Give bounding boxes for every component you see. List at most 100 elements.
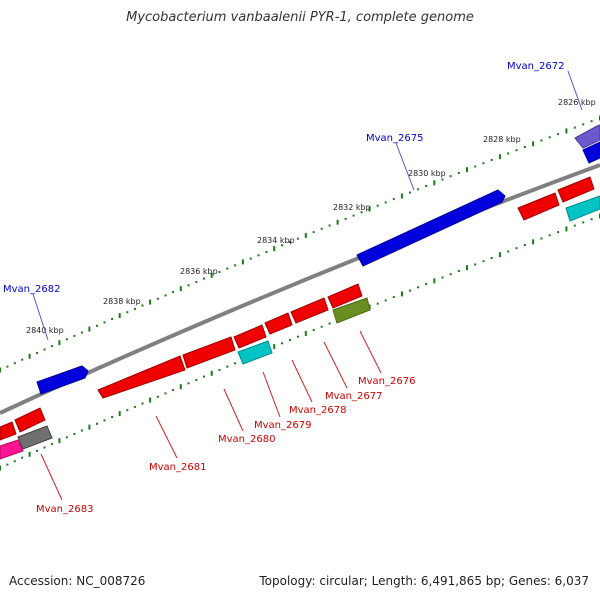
inner-tick-68 (532, 239, 535, 245)
inner-tick-65 (507, 250, 510, 253)
inner-tick-69 (540, 237, 543, 240)
outer-tick-68 (532, 141, 535, 147)
gene-mvan-2677[interactable] (327, 283, 363, 309)
gene-mvan-2683[interactable] (17, 425, 53, 450)
map-title: Mycobacterium vanbaalenii PYR-1, complet… (126, 10, 474, 25)
inner-tick-72 (565, 226, 568, 232)
label-mvan-2676[interactable]: Mvan_2676 (358, 376, 415, 387)
gene-mvan-2672[interactable] (574, 124, 600, 149)
label-mvan-2672[interactable]: Mvan_2672 (507, 61, 564, 72)
gene-mvan-2676[interactable] (332, 297, 371, 324)
gene-mvan-2679-cyan[interactable] (237, 340, 273, 365)
gene-reverse-red-2673[interactable] (557, 176, 595, 203)
outer-tick-9 (65, 338, 68, 341)
outer-tick-61 (474, 165, 477, 168)
outer-tick-16 (118, 313, 121, 319)
label-mvan-2681[interactable]: Mvan_2681 (149, 462, 206, 473)
outer-tick-64 (498, 154, 501, 160)
outer-tick-27 (203, 277, 205, 280)
outer-tick-66 (515, 149, 518, 152)
inner-tick-62 (482, 260, 485, 263)
outer-tick-45 (344, 217, 347, 220)
gene-reverse-cyan-2674[interactable] (565, 195, 600, 222)
gene-reverse-red-left[interactable] (14, 407, 46, 433)
outer-tick-19 (141, 304, 144, 307)
label-mvan-2678[interactable]: Mvan_2678 (289, 405, 346, 416)
inner-tick-25 (187, 382, 190, 385)
inner-tick-75 (590, 218, 593, 221)
inner-tick-row (0, 213, 600, 471)
outer-tick-62 (482, 162, 485, 165)
outer-tick-59 (457, 172, 460, 174)
outer-tick-75 (590, 120, 593, 123)
outer-tick-57 (441, 178, 444, 181)
outer-tick-14 (103, 321, 106, 324)
forward-genes (36, 124, 600, 395)
outer-tick-25 (187, 284, 190, 287)
label-mvan-2683[interactable]: Mvan_2683 (36, 504, 93, 515)
outer-tick-56 (433, 180, 436, 186)
leader-mvan-2677 (323, 341, 348, 389)
outer-tick-30 (226, 267, 229, 270)
scale-label-2832: 2832 kbp (333, 203, 371, 212)
inner-tick-70 (548, 234, 551, 237)
label-mvan-2675[interactable]: Mvan_2675 (366, 133, 423, 144)
inner-tick-14 (103, 419, 106, 422)
outer-tick-22 (164, 294, 167, 297)
inner-tick-19 (141, 402, 144, 405)
inner-tick-4 (28, 451, 31, 457)
outer-tick-41 (312, 231, 315, 234)
outer-tick-2 (13, 362, 16, 365)
leader-mvan-2679 (262, 371, 281, 418)
inner-tick-23 (172, 389, 175, 391)
label-mvan-2679[interactable]: Mvan_2679 (254, 420, 311, 431)
inner-tick-6 (43, 446, 46, 449)
gene-mvan-2681[interactable] (97, 355, 186, 399)
inner-tick-3 (21, 456, 24, 459)
inner-tick-67 (523, 244, 526, 246)
inner-tick-36 (273, 344, 276, 350)
outer-tick-48 (368, 206, 371, 212)
gene-mvan-2675[interactable] (356, 189, 506, 267)
outer-tick-40 (304, 232, 307, 238)
inner-tick-58 (449, 273, 452, 276)
gene-reverse-pink-left[interactable] (0, 439, 24, 460)
leader-mvan-2681 (155, 415, 178, 459)
outer-tick-24 (179, 286, 182, 292)
gene-mvan-2678[interactable] (290, 297, 329, 324)
gene-reverse-red-2674[interactable] (517, 192, 560, 221)
outer-tick-46 (352, 214, 355, 217)
label-mvan-2677[interactable]: Mvan_2677 (325, 391, 382, 402)
outer-tick-4 (28, 353, 31, 359)
outer-tick-36 (273, 246, 276, 252)
outer-tick-28 (210, 272, 213, 278)
outer-tick-42 (320, 227, 323, 230)
leader-mvan-2682 (32, 293, 49, 341)
outer-tick-69 (540, 139, 543, 142)
label-mvan-2680[interactable]: Mvan_2680 (218, 434, 275, 445)
gene-mvan-2680[interactable] (182, 336, 236, 369)
gene-reverse-red-left-2[interactable] (0, 421, 17, 441)
outer-tick-18 (133, 307, 136, 310)
reverse-genes (0, 176, 600, 460)
gene-mvan-2678b[interactable] (264, 312, 293, 335)
inner-tick-41 (312, 329, 315, 332)
topology-text: Topology: circular; Length: 6,491,865 bp… (259, 574, 589, 588)
inner-tick-22 (164, 392, 167, 395)
label-mvan-2682[interactable]: Mvan_2682 (3, 284, 60, 295)
scale-label-2826: 2826 kbp (558, 98, 596, 107)
inner-tick-18 (133, 405, 136, 408)
inner-tick-63 (490, 257, 493, 259)
inner-tick-49 (376, 302, 379, 305)
gene-mvan-2682[interactable] (36, 365, 89, 395)
inner-tick-24 (179, 384, 182, 390)
inner-tick-30 (226, 365, 229, 368)
inner-tick-2 (13, 460, 16, 463)
gene-forward-blue-2673[interactable] (582, 141, 600, 164)
gene-mvan-2679[interactable] (233, 324, 267, 349)
outer-tick-51 (392, 198, 395, 201)
inner-tick-8 (58, 438, 61, 444)
leader-mvan-2672 (567, 70, 583, 111)
inner-tick-74 (582, 221, 585, 224)
